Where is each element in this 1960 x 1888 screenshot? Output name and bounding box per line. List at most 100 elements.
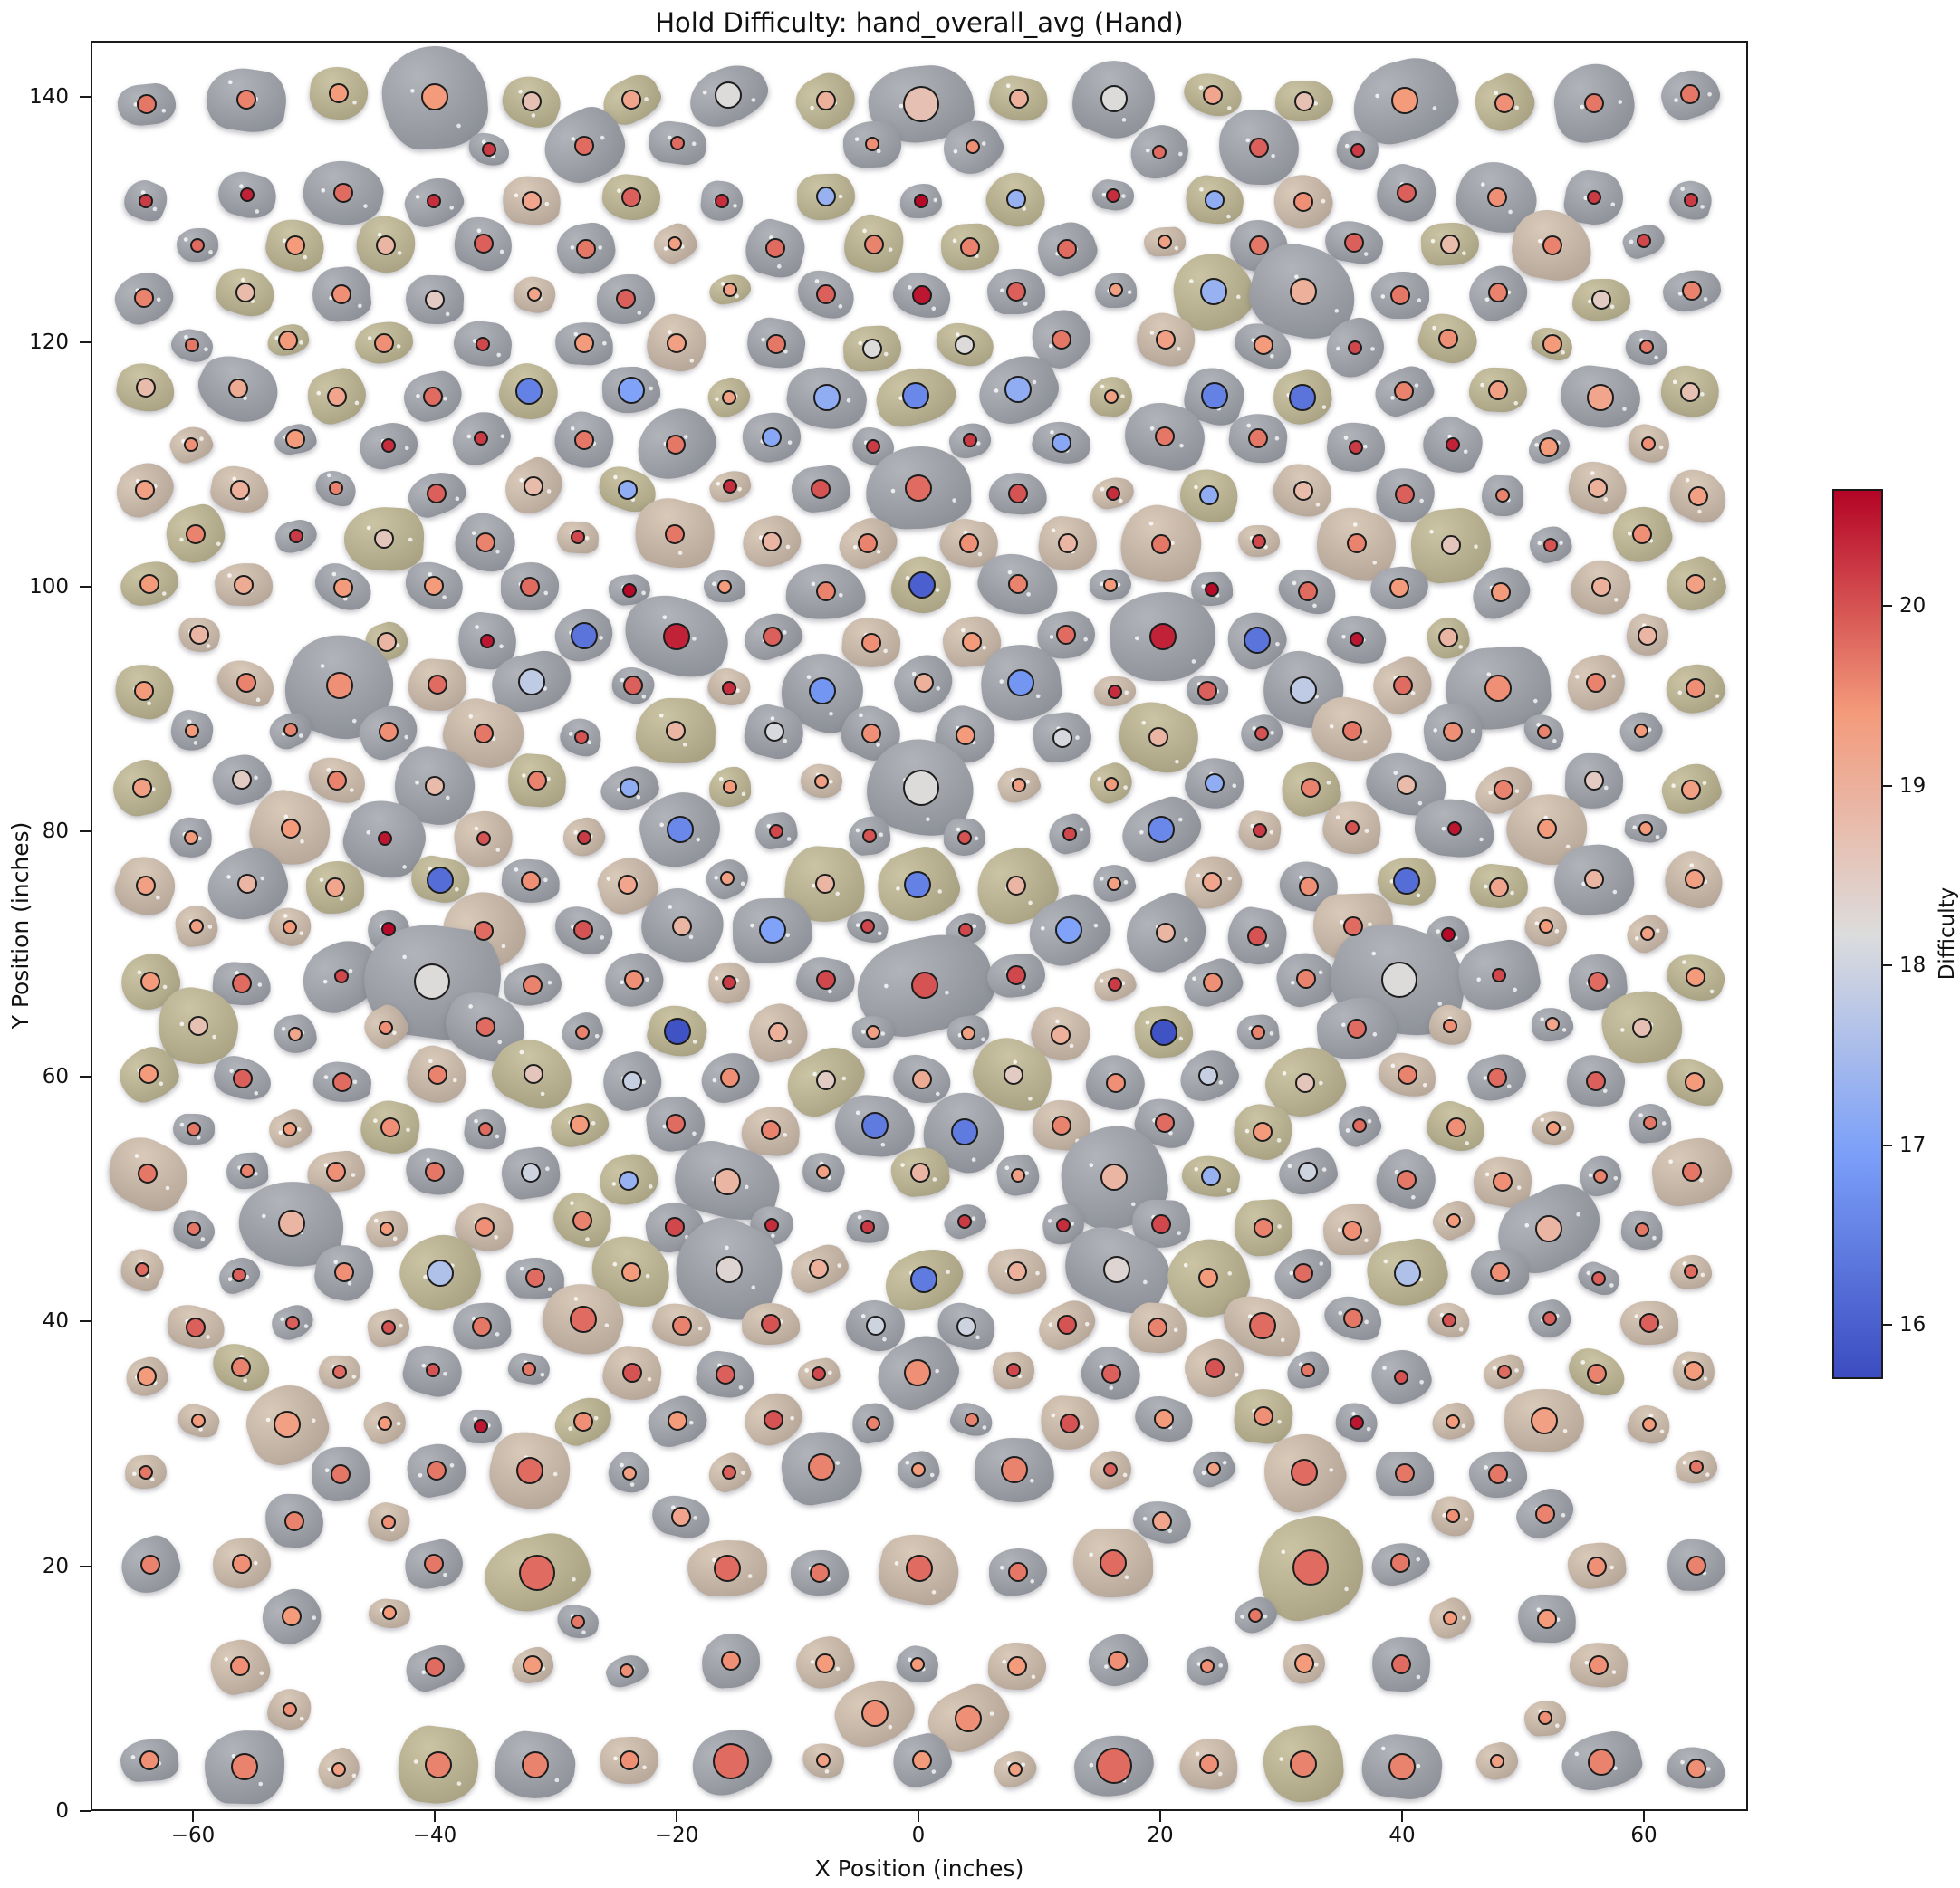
y-tick-mark — [80, 1320, 91, 1323]
difficulty-dot — [1438, 628, 1459, 648]
x-axis-label: X Position (inches) — [814, 1855, 1024, 1882]
y-tick-label: 140 — [29, 85, 69, 110]
difficulty-dot — [1689, 1460, 1705, 1475]
difficulty-dot — [768, 823, 783, 839]
difficulty-dot — [1441, 927, 1456, 943]
difficulty-dot — [230, 1656, 251, 1677]
difficulty-dot — [1394, 484, 1415, 505]
difficulty-dot — [284, 429, 305, 450]
difficulty-dot — [1052, 1115, 1072, 1136]
difficulty-dot — [1248, 427, 1269, 448]
difficulty-dot — [1102, 577, 1118, 592]
difficulty-dot — [911, 1462, 927, 1477]
difficulty-dot — [861, 338, 882, 359]
difficulty-dot — [1151, 1511, 1172, 1532]
difficulty-dot — [524, 475, 544, 496]
x-tick-label: 40 — [1388, 1824, 1416, 1847]
difficulty-dot — [1447, 820, 1463, 836]
difficulty-dot — [666, 434, 687, 455]
difficulty-dot — [284, 1511, 305, 1532]
difficulty-dot — [956, 1317, 977, 1337]
difficulty-dot — [713, 1743, 750, 1780]
difficulty-dot — [1393, 1259, 1421, 1287]
colorbar-tick-mark — [1883, 784, 1892, 787]
difficulty-dot — [235, 90, 256, 110]
difficulty-dot — [524, 1268, 545, 1289]
difficulty-dot — [1492, 1171, 1513, 1192]
difficulty-dot — [1537, 724, 1552, 740]
difficulty-dot — [911, 1069, 932, 1089]
difficulty-dot — [1005, 282, 1026, 302]
difficulty-dot — [1641, 1417, 1657, 1433]
difficulty-dot — [135, 479, 156, 500]
difficulty-dot — [425, 1751, 453, 1779]
difficulty-dot — [278, 1209, 306, 1237]
difficulty-dot — [1108, 283, 1123, 298]
difficulty-dot — [283, 723, 299, 738]
y-tick-mark — [80, 1565, 91, 1567]
difficulty-dot — [962, 631, 983, 652]
difficulty-dot — [1686, 967, 1706, 988]
colorbar-tick-label: 19 — [1899, 773, 1926, 798]
difficulty-dot — [138, 1064, 159, 1085]
difficulty-dot — [1588, 972, 1608, 992]
difficulty-dot — [1290, 1458, 1318, 1486]
difficulty-dot — [1295, 968, 1316, 989]
difficulty-dot — [1536, 1608, 1557, 1629]
difficulty-dot — [761, 532, 782, 551]
difficulty-dot — [575, 238, 596, 259]
difficulty-dot — [1292, 191, 1313, 212]
difficulty-dot — [618, 875, 639, 896]
difficulty-dot — [277, 331, 298, 351]
difficulty-dot — [1686, 1758, 1706, 1778]
difficulty-dot — [424, 575, 445, 596]
difficulty-dot — [1206, 1462, 1222, 1477]
difficulty-dot — [325, 877, 346, 897]
difficulty-dot — [1537, 1711, 1552, 1726]
difficulty-dot — [516, 1457, 544, 1485]
difficulty-dot — [964, 1413, 979, 1428]
difficulty-dot — [190, 237, 206, 253]
difficulty-dot — [865, 1024, 880, 1040]
difficulty-dot — [910, 971, 938, 999]
difficulty-dot — [1099, 1548, 1127, 1577]
difficulty-dot — [1680, 84, 1701, 105]
difficulty-dot — [231, 1267, 246, 1282]
difficulty-dot — [959, 533, 980, 554]
difficulty-dot — [1488, 1464, 1509, 1485]
difficulty-dot — [965, 139, 980, 155]
difficulty-dot — [1148, 623, 1177, 651]
difficulty-dot — [476, 336, 491, 351]
difficulty-dot — [381, 1605, 397, 1621]
difficulty-dot — [1007, 668, 1034, 696]
colorbar-tick-mark — [1883, 605, 1892, 608]
difficulty-dot — [186, 524, 207, 545]
difficulty-dot — [1343, 1308, 1364, 1328]
difficulty-dot — [715, 81, 743, 109]
difficulty-dot — [1496, 1365, 1512, 1380]
x-tick-label: −40 — [412, 1824, 457, 1847]
difficulty-dot — [617, 376, 645, 404]
difficulty-dot — [958, 922, 974, 937]
difficulty-dot — [330, 1464, 351, 1485]
difficulty-dot — [1684, 869, 1705, 890]
difficulty-dot — [1347, 533, 1368, 554]
difficulty-dot — [816, 1753, 831, 1768]
x-tick-mark — [1401, 1811, 1403, 1822]
colorbar-tick-mark — [1883, 1324, 1892, 1327]
colorbar-tick-label: 18 — [1899, 954, 1926, 978]
difficulty-dot — [1588, 1748, 1616, 1776]
difficulty-dot — [332, 1365, 348, 1380]
difficulty-dot — [331, 283, 351, 304]
difficulty-dot — [670, 1507, 691, 1528]
difficulty-dot — [956, 724, 976, 745]
difficulty-dot — [236, 672, 257, 693]
difficulty-dot — [522, 1361, 537, 1376]
difficulty-dot — [1148, 726, 1169, 747]
difficulty-dot — [1052, 432, 1072, 453]
difficulty-dot — [758, 916, 786, 944]
difficulty-dot — [816, 187, 837, 207]
difficulty-dot — [1106, 876, 1121, 891]
difficulty-dot — [1290, 1750, 1318, 1778]
difficulty-dot — [1057, 532, 1078, 553]
